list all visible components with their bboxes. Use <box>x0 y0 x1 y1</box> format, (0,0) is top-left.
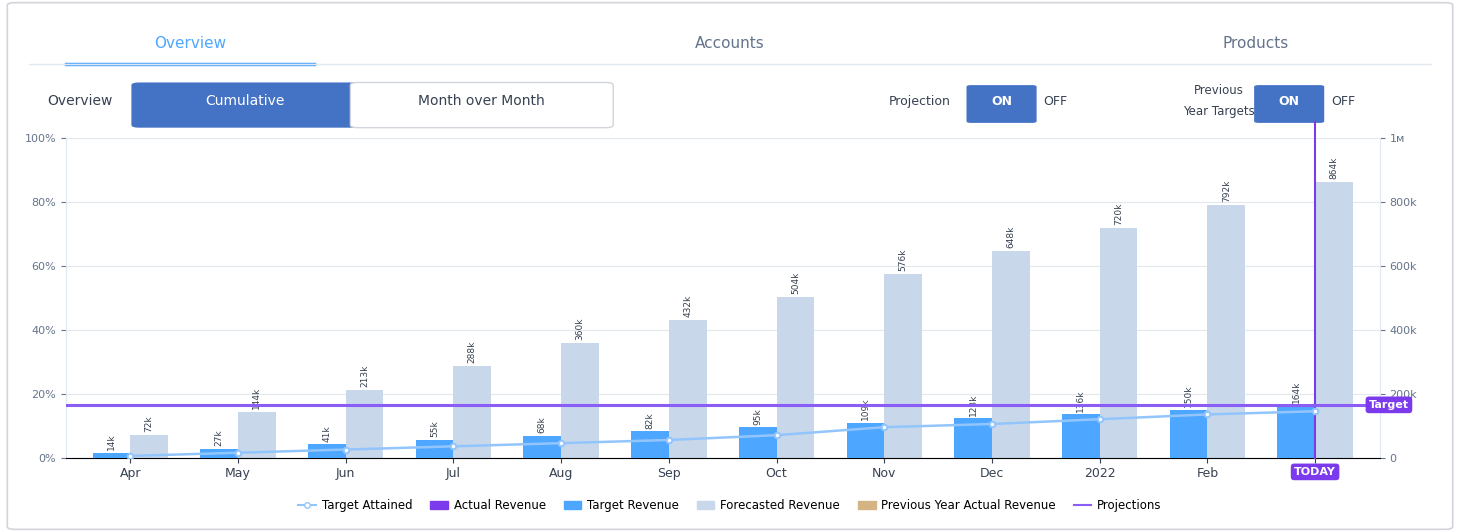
Bar <box>454 365 491 458</box>
Text: 123k: 123k <box>968 393 978 415</box>
Text: 14k: 14k <box>107 434 115 451</box>
Text: Projection: Projection <box>889 95 950 107</box>
Bar <box>92 453 130 458</box>
FancyBboxPatch shape <box>350 82 613 128</box>
Bar <box>1099 228 1137 458</box>
FancyBboxPatch shape <box>967 85 1037 123</box>
Text: 27k: 27k <box>215 430 223 446</box>
Bar <box>308 444 346 458</box>
Text: ON: ON <box>991 95 1012 107</box>
Text: 792k: 792k <box>1222 180 1231 202</box>
Text: Products: Products <box>1222 36 1289 52</box>
Text: OFF: OFF <box>1044 95 1067 107</box>
Text: Month over Month: Month over Month <box>419 94 545 108</box>
Bar <box>1061 414 1099 458</box>
Bar <box>1278 405 1315 458</box>
Text: 288k: 288k <box>467 340 477 363</box>
Text: Year Targets: Year Targets <box>1183 105 1256 118</box>
FancyBboxPatch shape <box>1254 85 1324 123</box>
Text: ON: ON <box>1279 95 1299 107</box>
Text: 864k: 864k <box>1330 157 1339 179</box>
Bar <box>346 389 384 458</box>
Bar <box>777 297 815 458</box>
Bar <box>238 412 276 458</box>
Bar <box>847 423 885 458</box>
Text: Overview: Overview <box>48 94 112 108</box>
Text: 150k: 150k <box>1184 385 1193 407</box>
Bar <box>991 251 1029 458</box>
Text: 136k: 136k <box>1076 389 1085 412</box>
Text: Overview: Overview <box>153 36 226 52</box>
Text: 68k: 68k <box>537 417 548 433</box>
Bar <box>1169 410 1207 458</box>
Text: 164k: 164k <box>1292 380 1301 403</box>
Text: 41k: 41k <box>323 425 331 442</box>
Text: 144k: 144k <box>253 387 261 409</box>
Text: 720k: 720k <box>1114 203 1123 225</box>
Text: Accounts: Accounts <box>695 36 765 52</box>
Text: 576k: 576k <box>898 248 908 271</box>
Bar <box>1207 205 1245 458</box>
Text: 504k: 504k <box>791 272 800 294</box>
Text: 648k: 648k <box>1006 226 1015 248</box>
Text: 213k: 213k <box>361 364 369 387</box>
Text: 360k: 360k <box>575 318 584 340</box>
Text: 55k: 55k <box>431 421 439 437</box>
Text: 95k: 95k <box>753 408 762 425</box>
FancyBboxPatch shape <box>131 82 358 128</box>
Bar <box>200 449 238 458</box>
Text: Cumulative: Cumulative <box>204 94 285 108</box>
Bar <box>1315 182 1353 458</box>
Text: 109k: 109k <box>861 398 870 420</box>
Bar <box>669 320 707 458</box>
Text: 432k: 432k <box>683 295 692 317</box>
Bar <box>561 343 599 458</box>
Bar <box>955 418 991 458</box>
Text: OFF: OFF <box>1332 95 1355 107</box>
Bar <box>130 435 168 458</box>
Bar <box>631 431 669 458</box>
Text: Previous: Previous <box>1194 84 1244 97</box>
Text: Target: Target <box>1369 400 1409 410</box>
Text: 82k: 82k <box>645 412 654 429</box>
Bar <box>885 273 921 458</box>
Legend: Target Attained, Actual Revenue, Target Revenue, Forecasted Revenue, Previous Ye: Target Attained, Actual Revenue, Target … <box>293 494 1167 517</box>
Bar <box>416 440 454 458</box>
Bar <box>524 436 561 458</box>
Text: 72k: 72k <box>145 415 153 432</box>
FancyBboxPatch shape <box>7 3 1453 529</box>
Bar <box>739 427 777 458</box>
Text: TODAY: TODAY <box>1294 467 1336 477</box>
